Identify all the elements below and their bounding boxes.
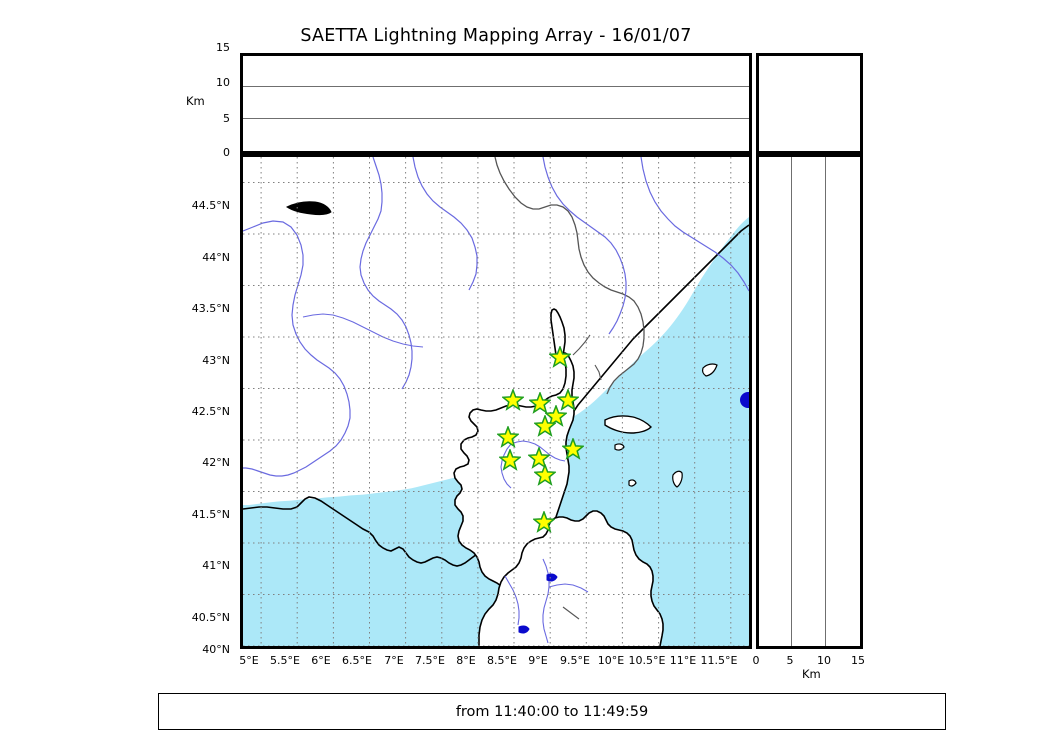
tick-lon-8: 8°E xyxy=(456,654,476,667)
tick-right-x-15: 15 xyxy=(851,654,865,667)
lightning-source-marker[interactable] xyxy=(740,392,749,408)
tick-lat-40: 40°N xyxy=(202,643,230,656)
tick-lon-5.5: 5.5°E xyxy=(270,654,300,667)
panel-corner xyxy=(756,53,863,154)
panel-latitude-altitude xyxy=(756,154,863,649)
tick-lon-10: 10°E xyxy=(597,654,625,667)
page-title: SAETTA Lightning Mapping Array - 16/01/0… xyxy=(300,26,692,46)
tick-lon-11.5: 11.5°E xyxy=(700,654,738,667)
tick-lon-7.5: 7.5°E xyxy=(415,654,445,667)
panel-map[interactable] xyxy=(240,154,752,649)
tick-lat-41: 41°N xyxy=(202,559,230,572)
tick-right-x-10: 10 xyxy=(817,654,831,667)
tick-right-x-5: 5 xyxy=(786,654,794,667)
tick-lon-9.5: 9.5°E xyxy=(560,654,590,667)
tick-lon-7: 7°E xyxy=(384,654,404,667)
tick-top-y-15: 15 xyxy=(216,41,230,54)
tick-lat-40.5: 40.5°N xyxy=(191,611,230,624)
axis-label-right-km: Km xyxy=(802,667,821,681)
tick-top-y-0: 0 xyxy=(223,146,230,159)
tick-lon-6: 6°E xyxy=(311,654,331,667)
axis-label-top-km: Km xyxy=(186,94,205,108)
tick-lon-11: 11°E xyxy=(669,654,697,667)
tick-lat-41.5: 41.5°N xyxy=(191,508,230,521)
tick-lat-42: 42°N xyxy=(202,456,230,469)
status-bar: from 11:40:00 to 11:49:59 xyxy=(158,693,946,730)
tick-lon-10.5: 10.5°E xyxy=(628,654,666,667)
tick-top-y-10: 10 xyxy=(216,76,230,89)
tick-lat-43: 43°N xyxy=(202,354,230,367)
tick-lat-43.5: 43.5°N xyxy=(191,302,230,315)
tick-lon-6.5: 6.5°E xyxy=(342,654,372,667)
gridline-10km-vertical xyxy=(825,157,826,646)
tick-right-x-0: 0 xyxy=(752,654,760,667)
panel-altitude-longitude xyxy=(240,53,752,154)
tick-lon-9: 9°E xyxy=(528,654,548,667)
gridline-5km-vertical xyxy=(791,157,792,646)
gridline-5km xyxy=(243,118,749,119)
gridline-10km xyxy=(243,86,749,87)
tick-lon-8.5: 8.5°E xyxy=(487,654,517,667)
map-geography xyxy=(243,157,749,646)
tick-lat-44: 44°N xyxy=(202,251,230,264)
tick-top-y-5: 5 xyxy=(223,112,230,125)
time-range-text: from 11:40:00 to 11:49:59 xyxy=(455,703,649,720)
tick-lat-42.5: 42.5°N xyxy=(191,405,230,418)
tick-lat-44.5: 44.5°N xyxy=(191,199,230,212)
tick-lon-5: 5°E xyxy=(239,654,259,667)
